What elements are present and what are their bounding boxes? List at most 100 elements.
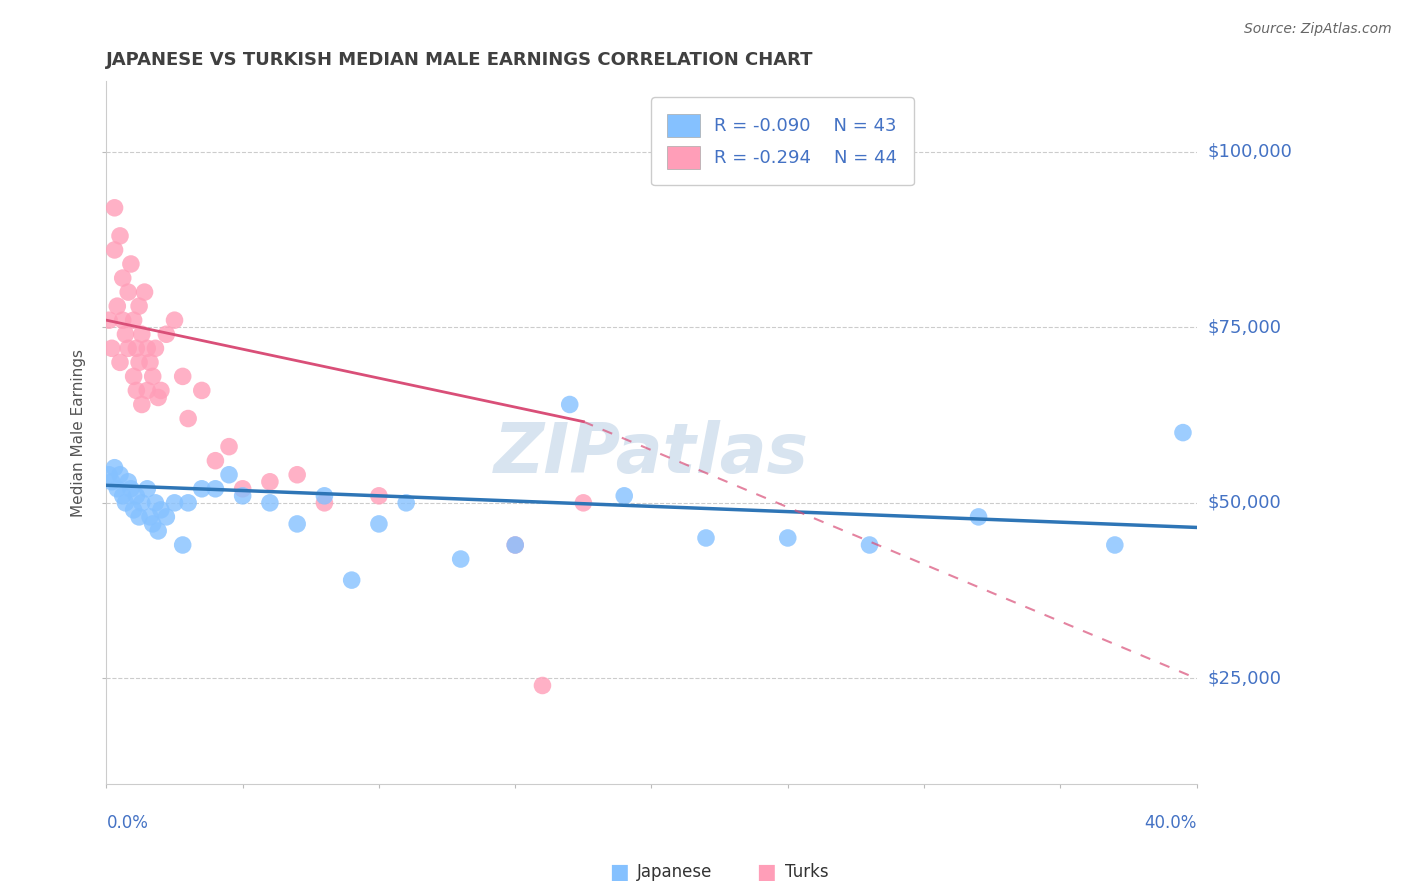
- Point: [340, 573, 363, 587]
- Point: [503, 538, 526, 552]
- Point: [314, 489, 336, 503]
- Point: [122, 313, 145, 327]
- Text: ■: ■: [756, 863, 776, 882]
- Text: $25,000: $25,000: [1208, 670, 1282, 688]
- Point: [125, 489, 148, 503]
- Text: ■: ■: [609, 863, 628, 882]
- Point: [558, 397, 581, 411]
- Point: [450, 552, 472, 566]
- Point: [136, 482, 159, 496]
- Point: [101, 475, 124, 489]
- Point: [1171, 425, 1194, 440]
- Point: [128, 509, 150, 524]
- Text: JAPANESE VS TURKISH MEDIAN MALE EARNINGS CORRELATION CHART: JAPANESE VS TURKISH MEDIAN MALE EARNINGS…: [107, 51, 814, 69]
- Point: [145, 341, 167, 355]
- Text: ZIPatlas: ZIPatlas: [494, 420, 808, 487]
- Point: [259, 475, 281, 489]
- Point: [146, 524, 169, 538]
- Point: [695, 531, 717, 545]
- Text: Source: ZipAtlas.com: Source: ZipAtlas.com: [1244, 22, 1392, 37]
- Point: [105, 482, 128, 496]
- Point: [395, 496, 418, 510]
- Point: [145, 496, 167, 510]
- Point: [117, 285, 139, 299]
- Text: Turks: Turks: [785, 863, 828, 881]
- Point: [105, 299, 128, 313]
- Point: [120, 482, 142, 496]
- Point: [98, 313, 121, 327]
- Legend: R = -0.090    N = 43, R = -0.294    N = 44: R = -0.090 N = 43, R = -0.294 N = 44: [651, 97, 914, 186]
- Point: [858, 538, 880, 552]
- Point: [111, 271, 134, 285]
- Point: [114, 496, 136, 510]
- Text: $75,000: $75,000: [1208, 318, 1282, 336]
- Point: [134, 285, 156, 299]
- Point: [368, 489, 391, 503]
- Point: [139, 509, 162, 524]
- Point: [101, 341, 124, 355]
- Point: [776, 531, 799, 545]
- Text: Japanese: Japanese: [637, 863, 713, 881]
- Point: [122, 503, 145, 517]
- Point: [128, 355, 150, 369]
- Point: [218, 467, 240, 482]
- Point: [146, 391, 169, 405]
- Text: 40.0%: 40.0%: [1144, 814, 1197, 832]
- Point: [259, 496, 281, 510]
- Text: $100,000: $100,000: [1208, 143, 1292, 161]
- Point: [103, 243, 125, 257]
- Point: [111, 313, 134, 327]
- Point: [128, 299, 150, 313]
- Point: [163, 496, 186, 510]
- Point: [149, 384, 172, 398]
- Point: [149, 503, 172, 517]
- Point: [172, 538, 194, 552]
- Point: [142, 369, 165, 384]
- Point: [120, 257, 142, 271]
- Point: [285, 516, 308, 531]
- Point: [136, 384, 159, 398]
- Point: [136, 341, 159, 355]
- Point: [572, 496, 595, 510]
- Point: [191, 384, 214, 398]
- Point: [108, 467, 131, 482]
- Point: [368, 516, 391, 531]
- Text: $50,000: $50,000: [1208, 494, 1281, 512]
- Point: [177, 496, 200, 510]
- Point: [204, 453, 226, 467]
- Point: [503, 538, 526, 552]
- Point: [155, 327, 177, 342]
- Point: [232, 482, 254, 496]
- Point: [285, 467, 308, 482]
- Point: [122, 369, 145, 384]
- Point: [108, 355, 131, 369]
- Point: [172, 369, 194, 384]
- Point: [613, 489, 636, 503]
- Point: [117, 341, 139, 355]
- Point: [125, 341, 148, 355]
- Text: 0.0%: 0.0%: [107, 814, 148, 832]
- Point: [967, 509, 990, 524]
- Point: [117, 475, 139, 489]
- Y-axis label: Median Male Earnings: Median Male Earnings: [72, 349, 86, 516]
- Point: [98, 467, 121, 482]
- Point: [155, 509, 177, 524]
- Point: [103, 201, 125, 215]
- Point: [204, 482, 226, 496]
- Point: [531, 678, 554, 692]
- Point: [191, 482, 214, 496]
- Point: [218, 440, 240, 454]
- Point: [314, 496, 336, 510]
- Point: [139, 355, 162, 369]
- Point: [114, 327, 136, 342]
- Point: [111, 489, 134, 503]
- Point: [103, 460, 125, 475]
- Point: [125, 384, 148, 398]
- Point: [1104, 538, 1126, 552]
- Point: [131, 397, 153, 411]
- Point: [131, 496, 153, 510]
- Point: [131, 327, 153, 342]
- Point: [163, 313, 186, 327]
- Point: [108, 228, 131, 243]
- Point: [142, 516, 165, 531]
